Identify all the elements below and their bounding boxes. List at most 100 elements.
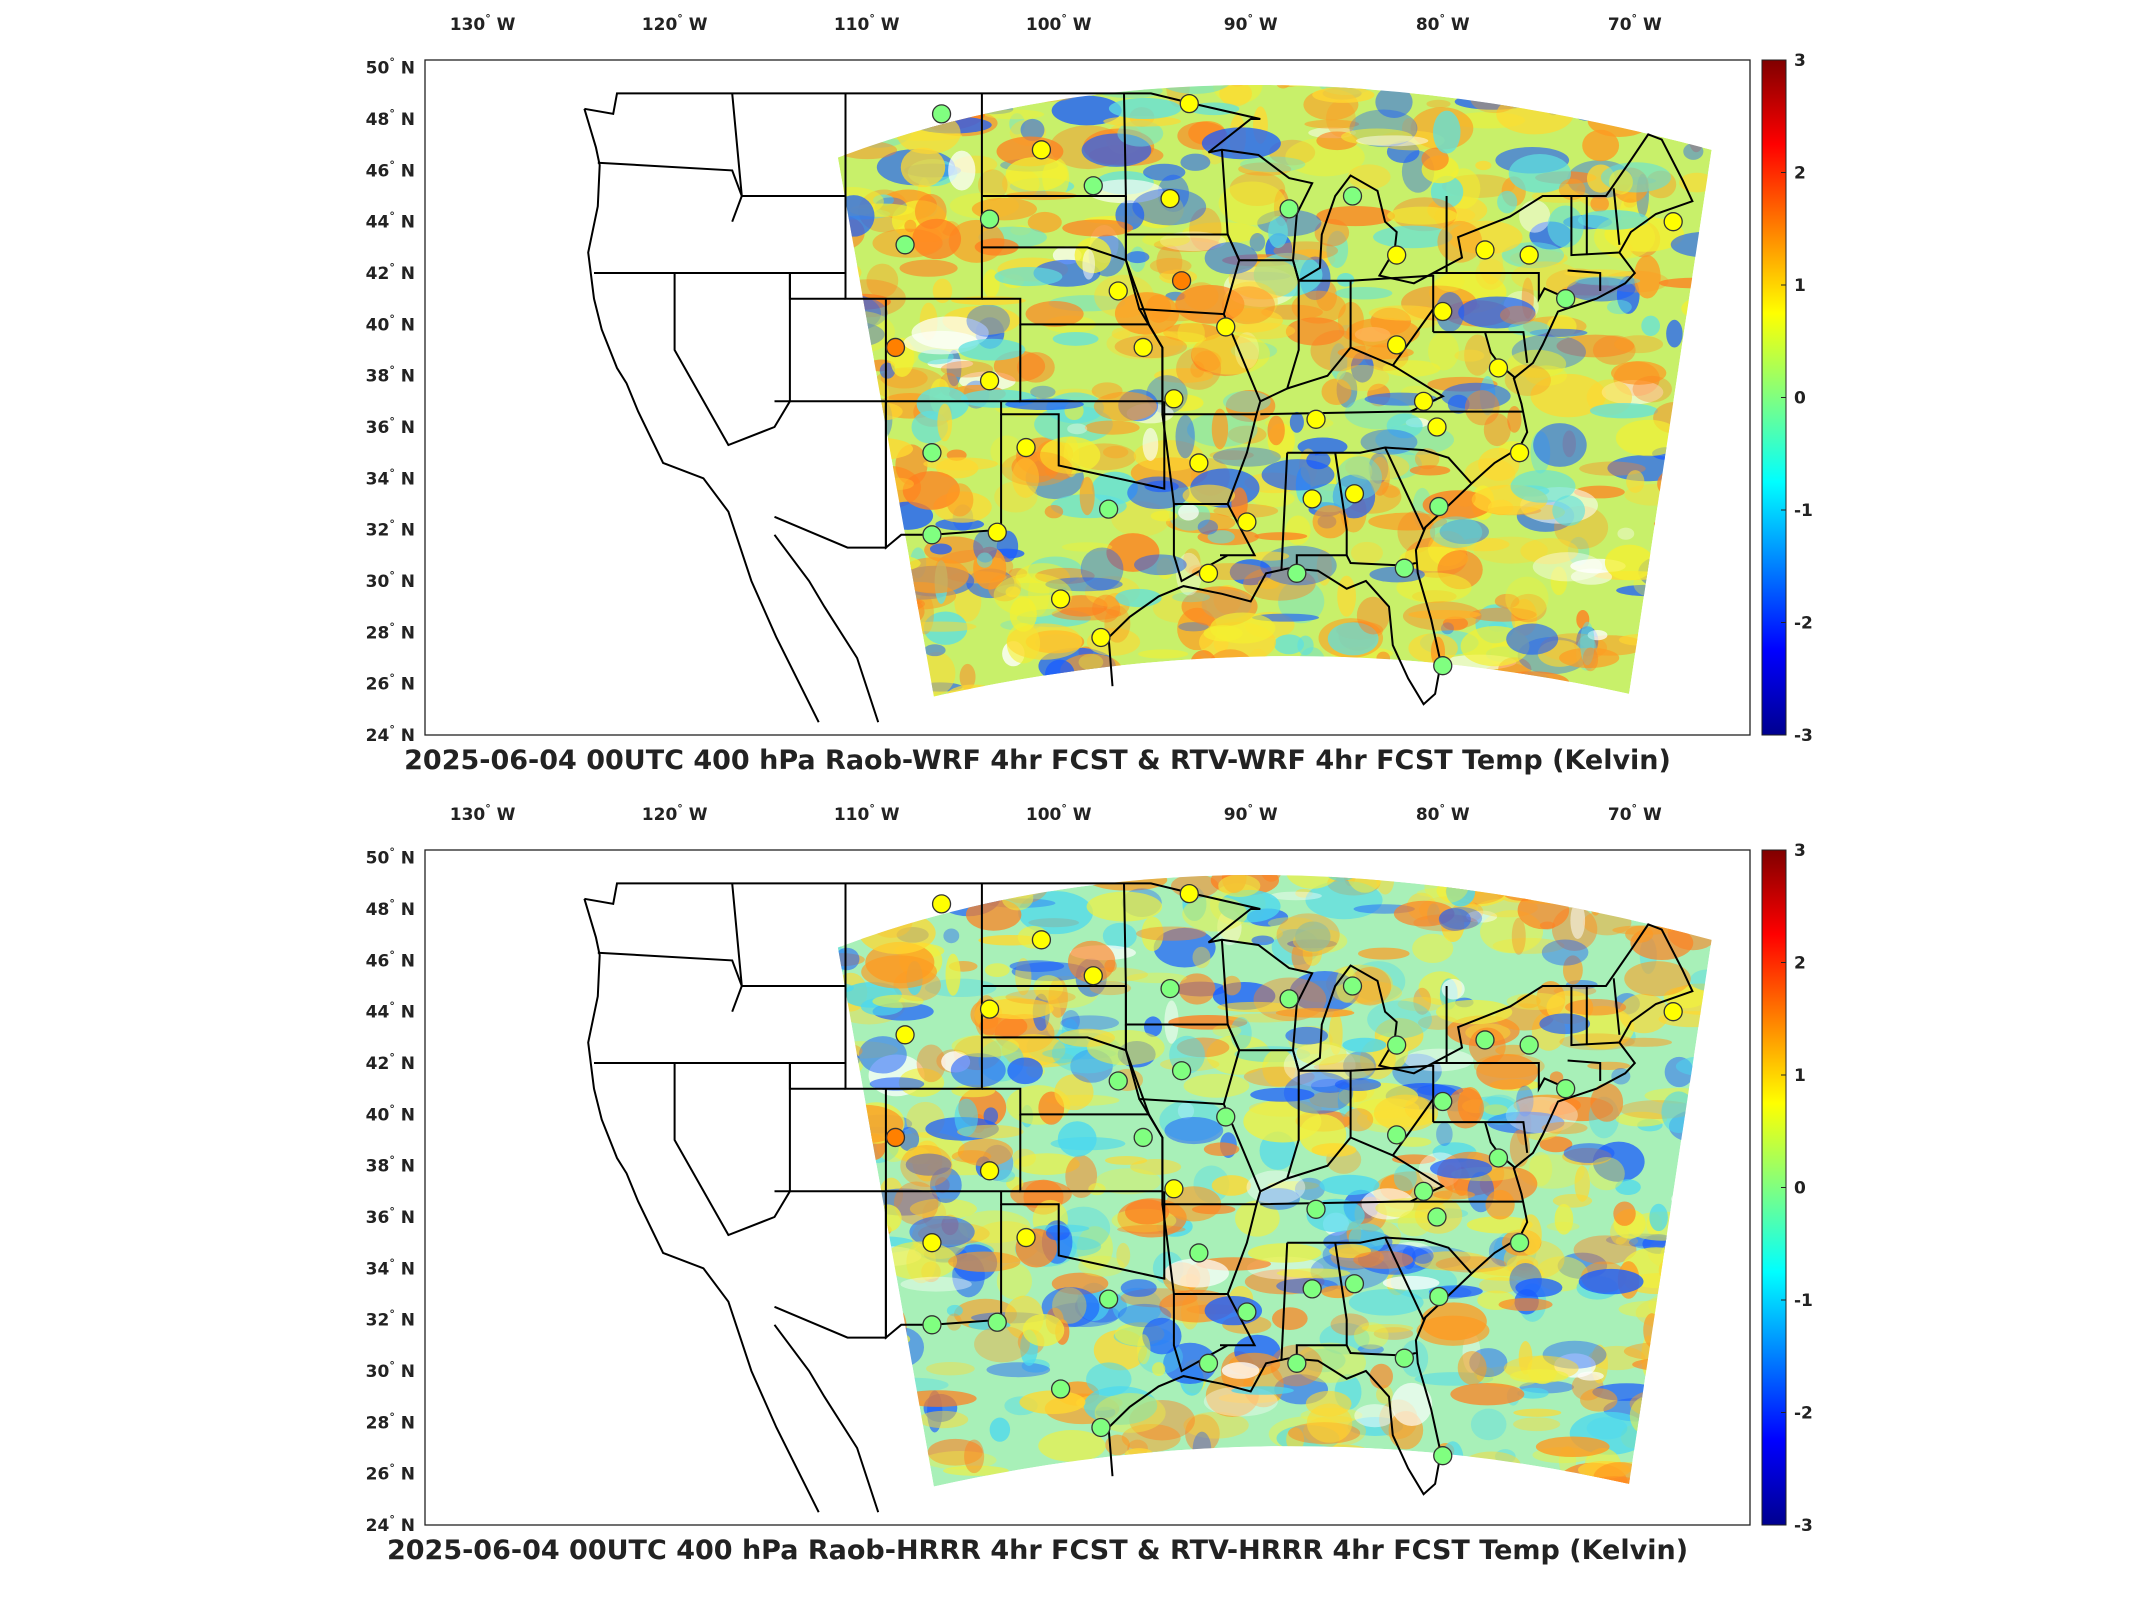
field-patch [1624,961,1691,997]
field-patch [1136,818,1202,852]
raob-station-marker [1519,1035,1539,1055]
field-patch [1485,1189,1515,1220]
field-patch [1269,891,1322,901]
field-patch [1164,1258,1229,1288]
field-patch [1283,1071,1354,1114]
latitude-label: 24° N [366,723,415,746]
longitude-label: 90° W [1224,802,1278,825]
field-patch [1246,1170,1306,1205]
field-patch [1221,286,1275,325]
field-patch [948,150,976,191]
longitude-label: 130° W [450,802,516,825]
raob-station-marker [1387,1035,1407,1055]
state-border [788,1063,846,1090]
field-patch [951,296,1026,306]
field-patch [1361,1323,1414,1333]
field-patch [1442,616,1469,631]
field-patch [893,1181,939,1225]
state-border [1433,331,1529,364]
field-patch [1254,532,1308,541]
state-border [1612,188,1621,245]
field-patch [995,1169,1016,1183]
field-patch [1111,327,1131,340]
field-patch [1051,95,1122,126]
field-patch [1185,1414,1220,1453]
raob-station-marker [1133,1127,1153,1148]
field-patch [1368,305,1441,321]
raob-station-marker [922,1315,942,1335]
raob-station-marker [1237,1302,1257,1322]
field-patch [1356,596,1390,635]
panel-title-wrf: 2025-06-04 00UTC 400 hPa Raob-WRF 4hr FC… [404,745,1671,776]
field-patch [1391,1382,1433,1426]
field-patch [1218,181,1286,226]
field-patch [1441,978,1465,1000]
field-patch [1018,891,1094,935]
field-patch [1470,1408,1507,1441]
field-patch [986,1362,1051,1378]
field-patch [1539,1136,1573,1153]
field-patch [1258,577,1280,590]
field-patch [1304,119,1360,129]
field-patch [979,1013,1028,1039]
latitude-label: 26° N [366,672,415,695]
field-patch [1585,32,1599,53]
field-patch [1570,902,1586,939]
field-patch [929,1167,962,1203]
field-patch [989,1417,1011,1442]
field-patch [1530,373,1607,418]
latitude-label: 48° N [366,897,415,920]
field-patch [1178,622,1209,632]
raob-station-marker [1091,627,1111,648]
field-patch [1005,989,1076,1005]
field-patch [1510,1369,1569,1384]
field-patch [1506,623,1559,655]
field-patch [1141,916,1164,952]
field-patch [1117,1224,1186,1234]
field-patch [1120,1279,1157,1297]
state-border [1172,1293,1257,1373]
field-patch [1683,143,1704,160]
raob-station-marker [1475,240,1495,260]
field-patch [1154,368,1214,383]
longitude-label: 110° W [834,12,900,35]
field-patch [1095,1168,1161,1195]
field-patch [1347,164,1391,190]
raob-station-marker [1216,1107,1236,1127]
state-border [1612,978,1621,1035]
field-patch [1176,347,1222,390]
field-patch [902,471,960,510]
field-patch [1466,910,1498,923]
field-patch [1061,542,1113,552]
field-patch [1416,1084,1464,1097]
panel-title-hrrr: 2025-06-04 00UTC 400 hPa Raob-HRRR 4hr F… [386,1535,1689,1566]
field-patch [1615,1037,1672,1047]
field-patch [1327,622,1379,656]
latitude-label: 28° N [366,620,415,643]
field-patch [1513,1417,1561,1432]
latitude-label: 50° N [366,846,415,869]
field-patch [1438,908,1471,931]
raob-station-marker [922,525,942,545]
longitude-label: 120° W [642,802,708,825]
field-patch [1433,1190,1475,1200]
field-patch [1397,1210,1432,1237]
state-border [1260,410,1524,416]
field-patch [1081,133,1152,167]
field-patch [900,1276,972,1292]
field-patch [1657,34,1685,60]
field-patch [1641,315,1661,337]
field-patch [1358,947,1410,960]
state-border [1161,1203,1258,1295]
field-patch [1285,874,1339,889]
latitude-label: 46° N [366,948,415,971]
field-patch [1397,996,1445,1012]
field-patch [1268,139,1316,166]
field-patch [1580,621,1595,666]
field-patch [1238,162,1292,176]
field-patch [900,1144,953,1188]
field-patch [1341,128,1413,146]
field-patch [1160,231,1226,252]
field-patch [1559,1033,1635,1051]
field-patch [1149,257,1192,274]
